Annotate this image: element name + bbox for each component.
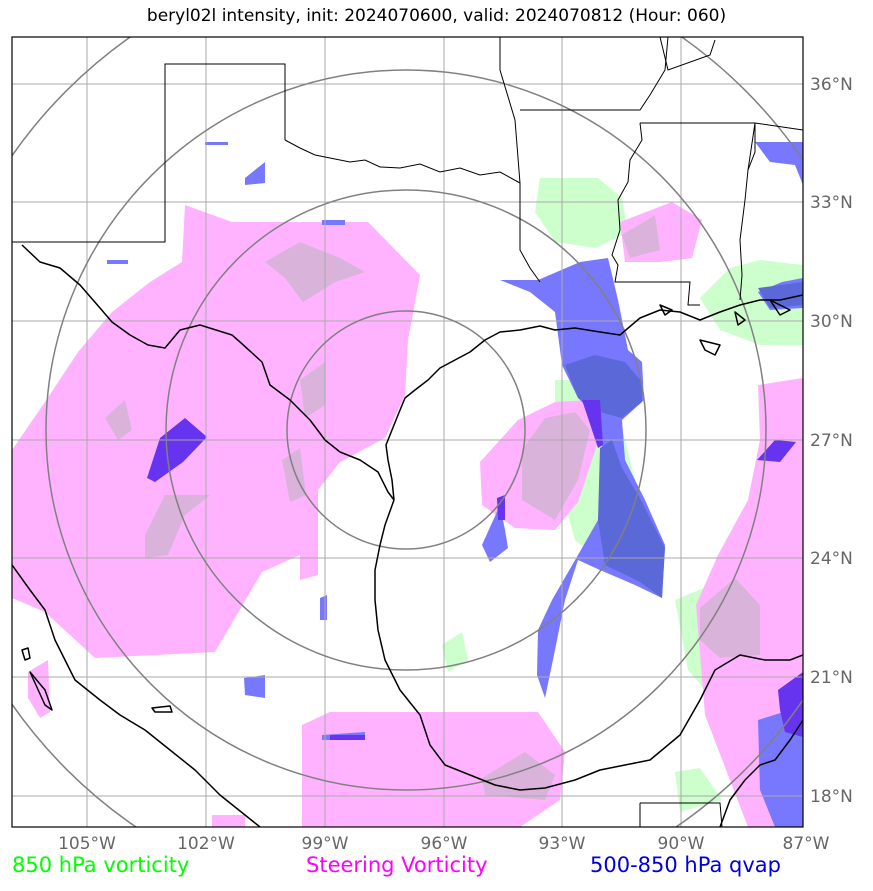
lat-tick-label: 33°N — [810, 193, 853, 213]
plot-frame — [11, 36, 804, 828]
steering-vorticity-field — [12, 202, 803, 827]
lon-gridlines — [86, 37, 682, 827]
lon-tick-label: 93°W — [539, 834, 586, 854]
map-title: beryl02l intensity, init: 2024070600, va… — [146, 6, 727, 26]
lat-tick-label: 27°N — [810, 431, 853, 451]
lon-tick-label: 99°W — [302, 834, 349, 854]
lon-tick-label: 96°W — [421, 834, 468, 854]
lat-gridlines — [12, 83, 803, 797]
lat-tick-label: 36°N — [810, 75, 853, 95]
legend-850-vorticity: 850 hPa vorticity — [12, 853, 190, 877]
lon-tick-label: 90°W — [658, 834, 705, 854]
lat-tick-label: 21°N — [810, 668, 853, 688]
legend-steering-vorticity: Steering Vorticity — [306, 853, 488, 877]
lon-tick-label: 105°W — [58, 834, 116, 854]
lat-tick-label: 30°N — [810, 312, 853, 332]
lat-tick-label: 24°N — [810, 549, 853, 569]
lon-tick-labels: 105°W 102°W 99°W 96°W 93°W 90°W 87°W — [58, 834, 830, 854]
lat-tick-labels: 36°N 33°N 30°N 27°N 24°N 21°N 18°N — [810, 75, 853, 807]
legend-qvap: 500-850 hPa qvap — [590, 853, 781, 877]
lon-tick-label: 102°W — [177, 834, 235, 854]
lat-tick-label: 18°N — [810, 787, 853, 807]
state-borders — [12, 37, 803, 827]
qvap-peak-field — [147, 400, 803, 740]
coastlines — [12, 244, 803, 827]
lon-tick-label: 87°W — [783, 834, 830, 854]
